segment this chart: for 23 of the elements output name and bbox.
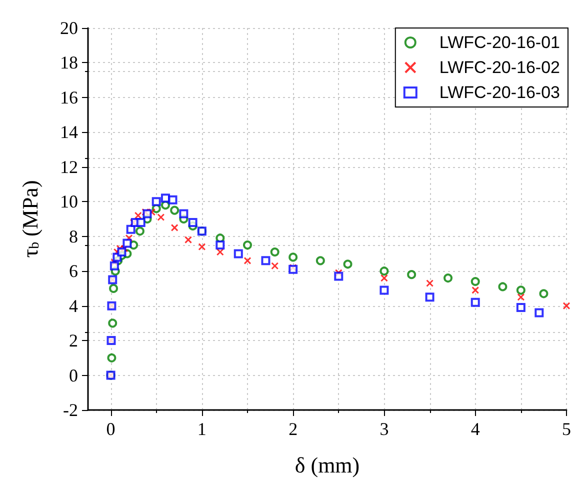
legend-label: LWFC-20-16-03 — [439, 83, 560, 102]
legend-label: LWFC-20-16-02 — [439, 58, 560, 77]
y-tick-label: 2 — [69, 330, 78, 351]
legend-label: LWFC-20-16-01 — [439, 33, 560, 52]
y-tick-label: 10 — [60, 192, 78, 212]
x-tick-label: 5 — [562, 419, 571, 439]
y-tick-label: 4 — [69, 296, 78, 316]
y-tick-label: 16 — [60, 87, 78, 108]
y-tick-label: 0 — [69, 365, 78, 386]
x-tick-label: 1 — [197, 419, 206, 439]
x-tick-label: 3 — [380, 419, 389, 439]
x-axis-title: δ (mm) — [294, 452, 360, 478]
y-tick-label: 12 — [60, 156, 78, 177]
x-tick-label: 0 — [106, 419, 116, 439]
y-axis-title: τb (MPa) — [18, 180, 42, 258]
y-tick-label: 20 — [60, 18, 78, 38]
x-tick-label: 2 — [288, 419, 298, 439]
y-tick-label: 14 — [60, 122, 78, 142]
y-tick-label: 8 — [69, 226, 78, 246]
x-tick-label: 4 — [470, 419, 480, 439]
y-tick-label: 18 — [60, 52, 78, 73]
y-tick-label: -2 — [63, 400, 78, 420]
y-tick-label: 6 — [69, 261, 78, 282]
